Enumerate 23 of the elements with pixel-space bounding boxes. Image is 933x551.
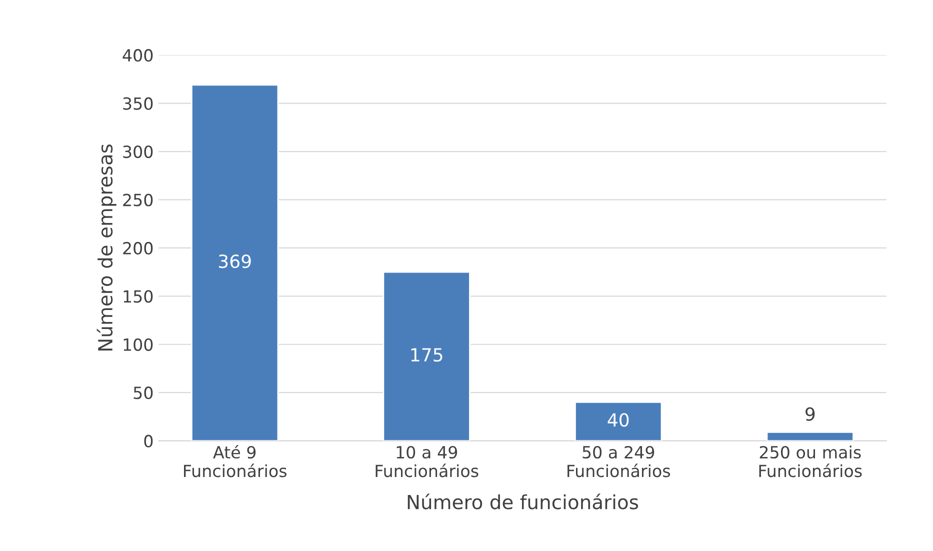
y-tick-label: 400: [122, 49, 153, 62]
bar: [190, 84, 279, 441]
y-tick-label: 0: [144, 434, 153, 448]
y-tick-label: 50: [134, 386, 153, 400]
x-tick-label: 250 ou mais Funcionários: [759, 446, 862, 478]
data-label: 40: [608, 413, 629, 427]
bar: [382, 271, 470, 441]
x-tick-label: 10 a 49 Funcionários: [376, 446, 478, 478]
y-tick-label: 350: [123, 97, 153, 110]
y-tick-label: 100: [124, 338, 153, 351]
bar: [766, 431, 854, 441]
y-tick-label: 250: [123, 194, 153, 206]
x-tick-label: Até 9 Funcionários: [184, 444, 286, 478]
y-tick-label: 150: [124, 290, 153, 303]
data-label: 369: [218, 254, 251, 268]
y-axis-title: Número de empresas: [96, 144, 116, 350]
y-tick-label: 300: [123, 145, 153, 158]
data-label: 175: [411, 348, 442, 362]
y-tick-label: 200: [123, 242, 153, 255]
x-axis-title: Número de funcionários: [408, 494, 638, 510]
x-tick-label: 50 a 249 Funcionários: [568, 446, 670, 478]
bar: [574, 402, 662, 441]
data-label: 9: [806, 407, 815, 421]
